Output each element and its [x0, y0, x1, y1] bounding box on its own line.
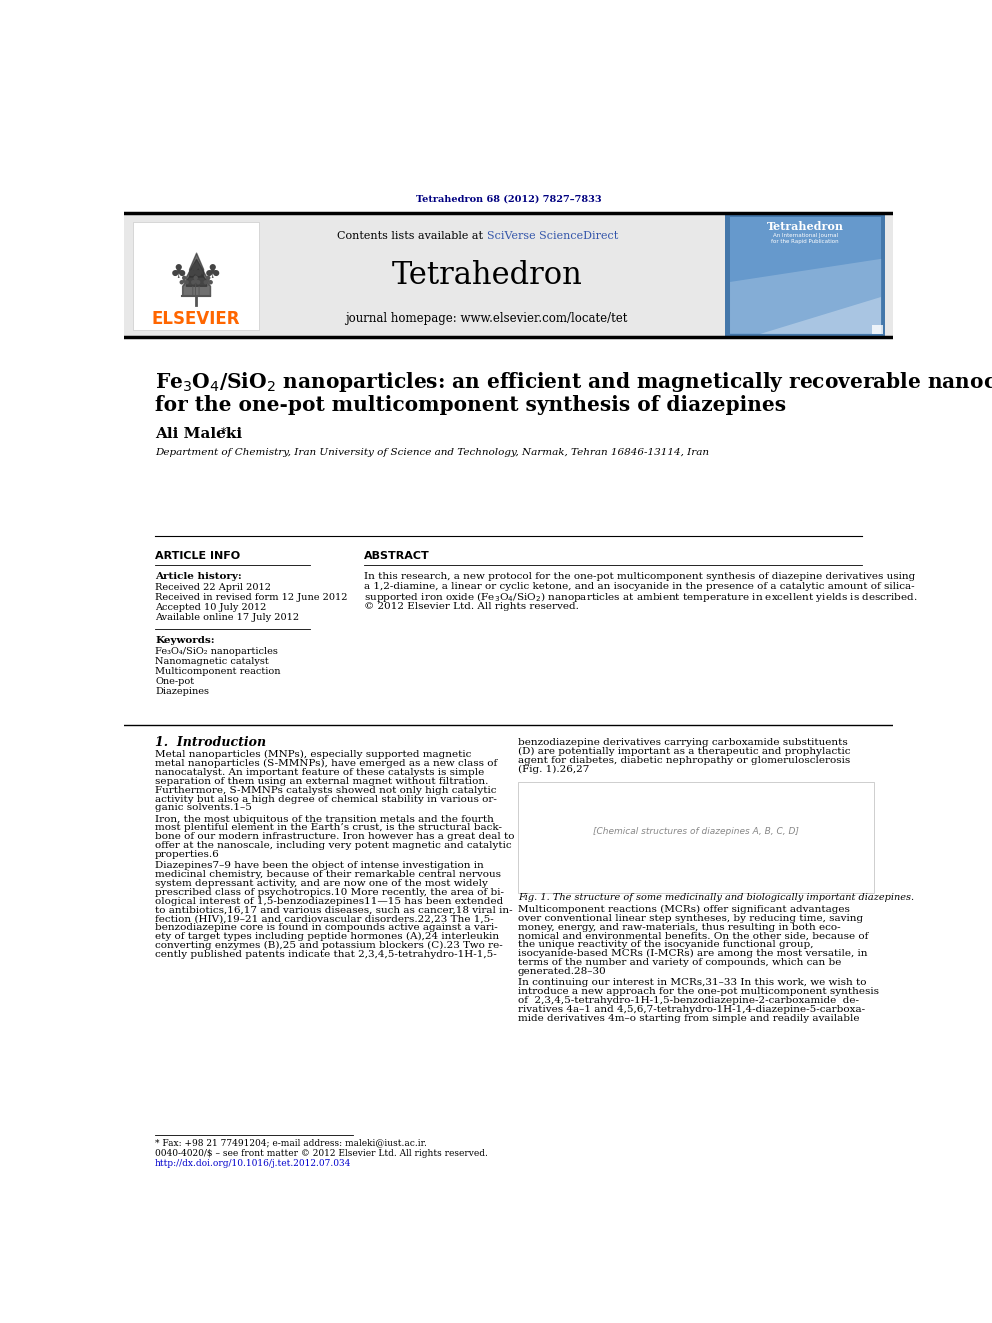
- Text: metal nanoparticles (S-MMNPs), have emerged as a new class of: metal nanoparticles (S-MMNPs), have emer…: [155, 759, 497, 769]
- Text: ganic solvents.1–5: ganic solvents.1–5: [155, 803, 252, 812]
- Text: Diazepines7–9 have been the object of intense investigation in: Diazepines7–9 have been the object of in…: [155, 861, 484, 871]
- Text: for the one-pot multicomponent synthesis of diazepines: for the one-pot multicomponent synthesis…: [155, 396, 786, 415]
- Text: Article history:: Article history:: [155, 573, 242, 581]
- Bar: [724, 214, 885, 336]
- Text: 1.  Introduction: 1. Introduction: [155, 736, 266, 749]
- Text: Department of Chemistry, Iran University of Science and Technology, Narmak, Tehr: Department of Chemistry, Iran University…: [155, 448, 709, 458]
- Text: nanocatalyst. An important feature of these catalysts is simple: nanocatalyst. An important feature of th…: [155, 767, 484, 777]
- Text: system depressant activity, and are now one of the most widely: system depressant activity, and are now …: [155, 878, 488, 888]
- Text: Diazepines: Diazepines: [155, 687, 209, 696]
- Text: fection (HIV),19–21 and cardiovascular disorders.22,23 The 1,5-: fection (HIV),19–21 and cardiovascular d…: [155, 914, 494, 923]
- Text: to antibiotics,16,17 and various diseases, such as cancer,18 viral in-: to antibiotics,16,17 and various disease…: [155, 905, 513, 914]
- Bar: [124, 213, 893, 337]
- Text: Keywords:: Keywords:: [155, 636, 214, 646]
- Text: An International Journal: An International Journal: [773, 233, 838, 238]
- Text: prescribed class of psychotropics.10 More recently, the area of bi-: prescribed class of psychotropics.10 Mor…: [155, 888, 504, 897]
- Text: Fe₃O₄/SiO₂ nanoparticles: Fe₃O₄/SiO₂ nanoparticles: [155, 647, 278, 656]
- Text: [Chemical structures of diazepines A, B, C, D]: [Chemical structures of diazepines A, B,…: [593, 827, 799, 836]
- Text: |||: |||: [190, 286, 201, 296]
- Text: ♣♣♣: ♣♣♣: [178, 275, 215, 288]
- Polygon shape: [730, 259, 881, 333]
- Text: (Fig. 1).26,27: (Fig. 1).26,27: [518, 765, 589, 774]
- Text: rivatives 4a–1 and 4,5,6,7-tetrahydro-1H-1,4-diazepine-5-carboxa-: rivatives 4a–1 and 4,5,6,7-tetrahydro-1H…: [518, 1004, 865, 1013]
- Text: ety of target types including peptide hormones (A),24 interleukin: ety of target types including peptide ho…: [155, 931, 499, 941]
- Text: Received in revised form 12 June 2012: Received in revised form 12 June 2012: [155, 593, 347, 602]
- Text: introduce a new approach for the one-pot multicomponent synthesis: introduce a new approach for the one-pot…: [518, 987, 879, 996]
- Text: a 1,2-diamine, a linear or cyclic ketone, and an isocyanide in the presence of a: a 1,2-diamine, a linear or cyclic ketone…: [364, 582, 915, 591]
- Text: http://dx.doi.org/10.1016/j.tet.2012.07.034: http://dx.doi.org/10.1016/j.tet.2012.07.…: [155, 1159, 351, 1168]
- Text: properties.6: properties.6: [155, 849, 220, 859]
- Text: medicinal chemistry, because of their remarkable central nervous: medicinal chemistry, because of their re…: [155, 871, 501, 878]
- Text: nomical and environmental benefits. On the other side, because of: nomical and environmental benefits. On t…: [518, 931, 868, 941]
- Text: benzodiazepine core is found in compounds active against a vari-: benzodiazepine core is found in compound…: [155, 923, 498, 933]
- Text: agent for diabetes, diabetic nephropathy or glomerulosclerosis: agent for diabetes, diabetic nephropathy…: [518, 755, 850, 765]
- Text: ELSEVIER: ELSEVIER: [152, 310, 240, 328]
- Text: cently published patents indicate that 2,3,4,5-tetrahydro-1H-1,5-: cently published patents indicate that 2…: [155, 950, 497, 959]
- Text: In this research, a new protocol for the one-pot multicomponent synthesis of dia: In this research, a new protocol for the…: [364, 573, 916, 581]
- Text: Accepted 10 July 2012: Accepted 10 July 2012: [155, 603, 267, 613]
- Text: bone of our modern infrastructure. Iron however has a great deal to: bone of our modern infrastructure. Iron …: [155, 832, 515, 841]
- Text: the unique reactivity of the isocyanide functional group,: the unique reactivity of the isocyanide …: [518, 941, 813, 950]
- Text: money, energy, and raw-materials, thus resulting in both eco-: money, energy, and raw-materials, thus r…: [518, 922, 840, 931]
- Text: © 2012 Elsevier Ltd. All rights reserved.: © 2012 Elsevier Ltd. All rights reserved…: [364, 602, 579, 611]
- Text: over conventional linear step syntheses, by reducing time, saving: over conventional linear step syntheses,…: [518, 914, 863, 923]
- Text: Available online 17 July 2012: Available online 17 July 2012: [155, 613, 300, 622]
- Text: supported iron oxide (Fe$_3$O$_4$/SiO$_2$) nanoparticles at ambient temperature : supported iron oxide (Fe$_3$O$_4$/SiO$_2…: [364, 590, 918, 603]
- Text: Nanomagnetic catalyst: Nanomagnetic catalyst: [155, 658, 269, 665]
- Text: mide derivatives 4m–o starting from simple and readily available: mide derivatives 4m–o starting from simp…: [518, 1013, 859, 1023]
- Text: Tetrahedron 68 (2012) 7827–7833: Tetrahedron 68 (2012) 7827–7833: [416, 194, 601, 204]
- Text: Contents lists available at: Contents lists available at: [337, 230, 487, 241]
- Text: converting enzymes (B),25 and potassium blockers (C).23 Two re-: converting enzymes (B),25 and potassium …: [155, 941, 503, 950]
- Text: Received 22 April 2012: Received 22 April 2012: [155, 583, 271, 593]
- Text: isocyanide-based MCRs (I-MCRs) are among the most versatile, in: isocyanide-based MCRs (I-MCRs) are among…: [518, 949, 867, 958]
- Text: of  2,3,4,5-tetrahydro-1H-1,5-benzodiazepine-2-carboxamide  de-: of 2,3,4,5-tetrahydro-1H-1,5-benzodiazep…: [518, 996, 859, 1005]
- Text: Fig. 1. The structure of some medicinally and biologically important diazepines.: Fig. 1. The structure of some medicinall…: [518, 893, 914, 902]
- Text: In continuing our interest in MCRs,31–33 In this work, we wish to: In continuing our interest in MCRs,31–33…: [518, 978, 866, 987]
- Text: SciVerse ScienceDirect: SciVerse ScienceDirect: [487, 230, 618, 241]
- Text: Tetrahedron: Tetrahedron: [767, 221, 844, 232]
- Text: most plentiful element in the Earth’s crust, is the structural back-: most plentiful element in the Earth’s cr…: [155, 823, 502, 832]
- Polygon shape: [760, 298, 881, 333]
- Text: benzodiazepine derivatives carrying carboxamide substituents: benzodiazepine derivatives carrying carb…: [518, 738, 847, 747]
- Text: ♣♣♣: ♣♣♣: [170, 263, 222, 282]
- Text: One-pot: One-pot: [155, 677, 194, 687]
- Text: generated.28–30: generated.28–30: [518, 967, 606, 976]
- Text: Multicomponent reaction: Multicomponent reaction: [155, 667, 281, 676]
- Text: Metal nanoparticles (MNPs), especially supported magnetic: Metal nanoparticles (MNPs), especially s…: [155, 750, 471, 759]
- Text: Iron, the most ubiquitous of the transition metals and the fourth: Iron, the most ubiquitous of the transit…: [155, 815, 494, 823]
- Bar: [518, 782, 874, 893]
- Text: ological interest of 1,5-benzodiazepines11—15 has been extended: ological interest of 1,5-benzodiazepines…: [155, 897, 503, 905]
- Text: ABSTRACT: ABSTRACT: [364, 552, 430, 561]
- Text: activity but also a high degree of chemical stability in various or-: activity but also a high degree of chemi…: [155, 795, 497, 803]
- Text: *: *: [221, 427, 226, 437]
- Text: * Fax: +98 21 77491204; e-mail address: maleki@iust.ac.ir.: * Fax: +98 21 77491204; e-mail address: …: [155, 1138, 427, 1147]
- Text: journal homepage: www.elsevier.com/locate/tet: journal homepage: www.elsevier.com/locat…: [345, 312, 628, 324]
- Text: for the Rapid Publication: for the Rapid Publication: [772, 239, 839, 245]
- Text: ARTICLE INFO: ARTICLE INFO: [155, 552, 240, 561]
- Text: Multicomponent reactions (MCRs) offer significant advantages: Multicomponent reactions (MCRs) offer si…: [518, 905, 849, 914]
- Text: Tetrahedron: Tetrahedron: [391, 261, 582, 291]
- Text: (D) are potentially important as a therapeutic and prophylactic: (D) are potentially important as a thera…: [518, 746, 850, 755]
- Bar: [872, 325, 883, 335]
- Text: terms of the number and variety of compounds, which can be: terms of the number and variety of compo…: [518, 958, 841, 967]
- Text: offer at the nanoscale, including very potent magnetic and catalytic: offer at the nanoscale, including very p…: [155, 841, 512, 851]
- Text: Ali Maleki: Ali Maleki: [155, 427, 242, 442]
- Text: Furthermore, S-MMNPs catalysts showed not only high catalytic: Furthermore, S-MMNPs catalysts showed no…: [155, 786, 497, 795]
- Text: Fe$_3$O$_4$/SiO$_2$ nanoparticles: an efficient and magnetically recoverable nan: Fe$_3$O$_4$/SiO$_2$ nanoparticles: an ef…: [155, 370, 992, 394]
- Text: separation of them using an external magnet without filtration.: separation of them using an external mag…: [155, 777, 488, 786]
- Bar: [730, 217, 881, 333]
- Bar: [133, 222, 259, 329]
- Text: 0040-4020/$ – see front matter © 2012 Elsevier Ltd. All rights reserved.: 0040-4020/$ – see front matter © 2012 El…: [155, 1150, 488, 1158]
